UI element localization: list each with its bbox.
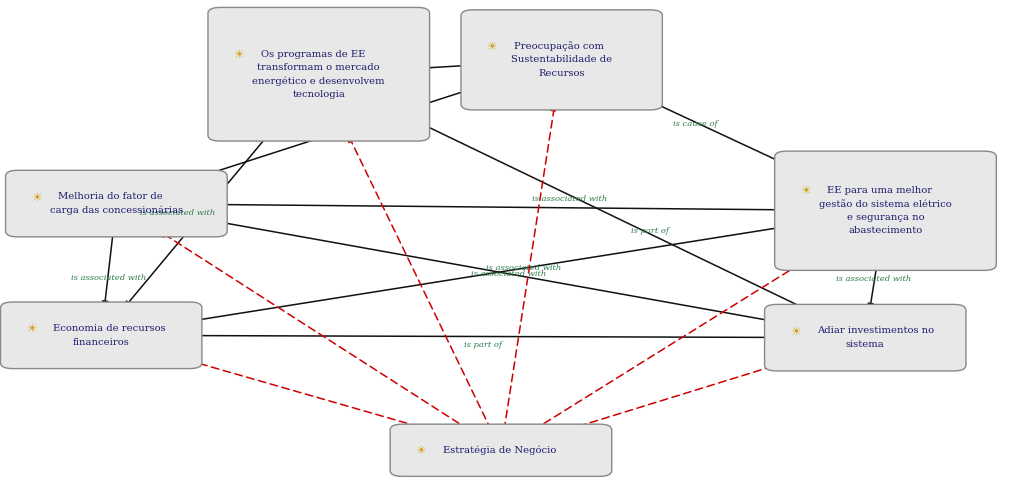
Text: Recursos: Recursos bbox=[538, 69, 584, 78]
Text: Preocupação com: Preocupação com bbox=[514, 42, 603, 51]
Text: is associated with: is associated with bbox=[71, 274, 147, 282]
Text: ☀: ☀ bbox=[25, 322, 36, 335]
Text: ☀: ☀ bbox=[799, 184, 810, 197]
FancyBboxPatch shape bbox=[389, 424, 611, 476]
Text: Estratégia de Negócio: Estratégia de Negócio bbox=[443, 445, 556, 455]
FancyBboxPatch shape bbox=[1, 302, 201, 369]
Text: EE para uma melhor: EE para uma melhor bbox=[827, 186, 931, 195]
Text: is part of: is part of bbox=[464, 341, 501, 349]
FancyBboxPatch shape bbox=[774, 151, 995, 270]
Text: tecnologia: tecnologia bbox=[292, 90, 345, 99]
Text: e segurança no: e segurança no bbox=[846, 213, 923, 222]
Text: transformam o mercado: transformam o mercado bbox=[257, 63, 380, 72]
FancyBboxPatch shape bbox=[6, 171, 227, 237]
Text: carga das concessionárias: carga das concessionárias bbox=[50, 205, 183, 215]
Text: ☀: ☀ bbox=[789, 324, 800, 338]
Text: is part of: is part of bbox=[630, 228, 668, 235]
Text: ☀: ☀ bbox=[233, 47, 244, 61]
Text: ☀: ☀ bbox=[415, 444, 426, 457]
Text: is associated with: is associated with bbox=[835, 275, 910, 283]
Text: is associated with: is associated with bbox=[532, 195, 607, 203]
Text: ☀: ☀ bbox=[485, 40, 496, 53]
Text: sistema: sistema bbox=[845, 340, 884, 349]
Text: gestão do sistema elétrico: gestão do sistema elétrico bbox=[818, 199, 951, 209]
Text: Melhoria do fator de: Melhoria do fator de bbox=[59, 193, 163, 201]
FancyBboxPatch shape bbox=[208, 8, 429, 141]
FancyBboxPatch shape bbox=[461, 10, 662, 110]
Text: is associated with: is associated with bbox=[470, 270, 546, 278]
Text: abastecimento: abastecimento bbox=[847, 227, 922, 235]
FancyBboxPatch shape bbox=[764, 305, 964, 371]
Text: is associated with: is associated with bbox=[486, 264, 561, 272]
Text: Os programas de EE: Os programas de EE bbox=[261, 50, 365, 58]
Text: energético e desenvolvem: energético e desenvolvem bbox=[252, 76, 385, 86]
Text: financeiros: financeiros bbox=[73, 338, 129, 346]
Text: is cause of: is cause of bbox=[672, 120, 717, 128]
Text: Economia de recursos: Economia de recursos bbox=[54, 324, 166, 333]
Text: is associated with: is associated with bbox=[141, 209, 215, 217]
Text: ☀: ☀ bbox=[30, 190, 41, 204]
Text: Adiar investimentos no: Adiar investimentos no bbox=[817, 327, 933, 335]
Text: Sustentabilidade de: Sustentabilidade de bbox=[511, 56, 612, 64]
